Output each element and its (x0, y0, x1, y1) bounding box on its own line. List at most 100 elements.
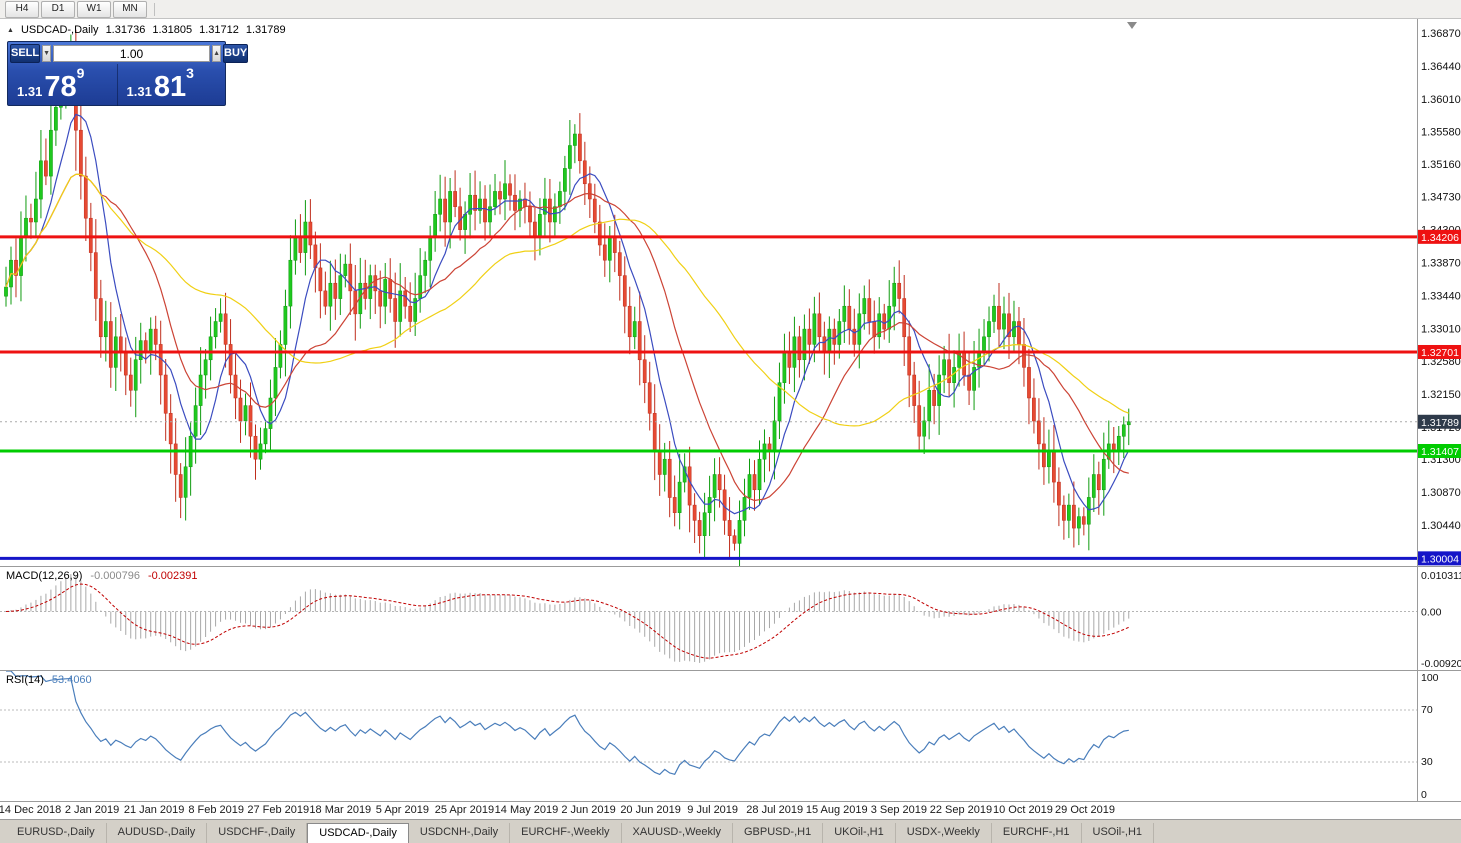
macd-signal-line (5, 583, 1130, 659)
date-label: 5 Apr 2019 (375, 804, 429, 816)
price-tick-label: 1.30440 (1421, 520, 1461, 532)
date-label: 9 Jul 2019 (687, 804, 739, 816)
price-tick-label: 1.33010 (1421, 323, 1461, 335)
chart-ohlc-header: ▲ USDCAD-,Daily 1.31736 1.31805 1.31712 … (7, 24, 286, 36)
buy-price-display[interactable]: 1.31 81 3 (116, 64, 226, 106)
rsi-title: RSI(14) (6, 674, 44, 686)
date-label: 2 Jan 2019 (64, 804, 120, 816)
date-label: 15 Aug 2019 (805, 804, 868, 816)
chart-tab-xauusd-weekly[interactable]: XAUUSD-,Weekly (622, 823, 733, 843)
chart-tab-eurchf-weekly[interactable]: EURCHF-,Weekly (510, 823, 622, 843)
date-label: 10 Oct 2019 (992, 804, 1053, 816)
volume-increase-button[interactable]: ▲ (212, 45, 221, 62)
macd-signal-value: -0.002391 (147, 570, 198, 582)
price-tick-label: 1.35580 (1421, 127, 1461, 139)
price-tick-label: 1.32150 (1421, 389, 1461, 401)
date-label: 14 May 2019 (494, 804, 559, 816)
buy-price-big-digits: 81 (153, 71, 187, 103)
candlestick-chart[interactable]: 1.36870 1.36440 1.36010 1.35580 1.35160 1.347… (0, 19, 1461, 566)
sell-price-display[interactable]: 1.31 78 9 (8, 64, 117, 106)
chart-tab-gbpusd-h1[interactable]: GBPUSD-,H1 (733, 823, 824, 843)
price-tick-label: 1.33870 (1421, 258, 1461, 270)
date-label: 18 Mar 2019 (309, 804, 372, 816)
timeframe-button-h4[interactable]: H4 (5, 0, 39, 18)
collapse-arrow-icon[interactable]: ▲ (7, 26, 14, 34)
toolbar-separator (154, 2, 155, 16)
volume-input[interactable] (53, 45, 211, 62)
rsi-value: 53.4060 (51, 674, 92, 686)
price-chart-pane[interactable]: 1.36870 1.36440 1.36010 1.35580 1.35160 1.347… (0, 19, 1461, 566)
date-label: 22 Sep 2019 (929, 804, 993, 816)
timeframe-button-w1[interactable]: W1 (77, 0, 111, 18)
trade-panel-prices: 1.31 78 9 1.31 81 3 (8, 64, 225, 106)
macd-plot[interactable]: 0.0103111 0.00 -0.0092031 (0, 567, 1461, 670)
ohlc-high-value: 1.31805 (152, 24, 193, 36)
macd-title: MACD(12,26,9) (6, 570, 83, 582)
chart-tab-usdx-weekly[interactable]: USDX-,Weekly (896, 823, 992, 843)
price-tick-label: 1.30870 (1421, 487, 1461, 499)
buy-price-prefix: 1.31 (126, 84, 152, 99)
chart-shift-marker-icon[interactable] (1127, 22, 1137, 29)
macd-scale-label: 0.00 (1421, 606, 1442, 618)
level-price-badge (1417, 551, 1461, 566)
ohlc-low-value: 1.31712 (199, 24, 239, 36)
date-label: 8 Feb 2019 (188, 804, 244, 816)
price-tick-label: 1.36870 (1421, 28, 1461, 40)
rsi-scale-label: 100 (1421, 672, 1439, 684)
chart-tab-eurusd-daily[interactable]: EURUSD-,Daily (6, 823, 107, 843)
level-price-badge (1417, 229, 1461, 244)
buy-price-pip-digit: 3 (186, 65, 194, 81)
price-tick-label: 1.36010 (1421, 94, 1461, 106)
ohlc-close-value: 1.31789 (245, 24, 286, 36)
chart-symbol-label: USDCAD-,Daily (20, 24, 99, 36)
chart-tabs-bar: EURUSD-,Daily AUDUSD-,Daily USDCHF-,Daily U… (0, 823, 1461, 843)
macd-main-value: -0.000796 (90, 570, 140, 582)
rsi-scale-label: 30 (1421, 756, 1433, 768)
sell-price-prefix: 1.31 (17, 84, 43, 99)
price-tick-label: 1.35160 (1421, 159, 1461, 171)
price-tick-label: 1.34730 (1421, 192, 1461, 204)
macd-scale-label: -0.0092031 (1421, 658, 1461, 670)
price-tick-label: 1.36440 (1421, 61, 1461, 73)
date-label: 2 Jun 2019 (561, 804, 616, 816)
date-label: 14 Dec 2018 (0, 804, 62, 816)
moving-average-45 (5, 173, 1130, 427)
date-label: 27 Feb 2019 (247, 804, 310, 816)
date-label: 29 Oct 2019 (1055, 804, 1115, 816)
date-label: 21 Jan 2019 (123, 804, 185, 816)
macd-histogram (10, 574, 1130, 663)
moving-average-20 (5, 173, 1129, 502)
date-label: 3 Sep 2019 (870, 804, 927, 816)
chart-tab-usdcnh-daily[interactable]: USDCNH-,Daily (409, 823, 511, 843)
one-click-trading-panel: SELL ▼ ▲ BUY 1.31 78 9 1.31 81 3 (7, 41, 249, 106)
current-price-badge (1417, 414, 1461, 429)
macd-indicator-pane[interactable]: 0.0103111 0.00 -0.0092031 MACD(12,26,9) -0… (0, 566, 1461, 670)
chart-tab-usdchf-daily[interactable]: USDCHF-,Daily (207, 823, 308, 843)
timeframe-button-d1[interactable]: D1 (41, 0, 75, 18)
rsi-label: RSI(14) 53.4060 (6, 674, 92, 686)
date-label: 20 Jun 2019 (620, 804, 681, 816)
date-label: 25 Apr 2019 (434, 804, 495, 816)
chart-tab-usoil-h1[interactable]: USOil-,H1 (1082, 823, 1155, 843)
time-axis[interactable]: 14 Dec 2018 2 Jan 2019 21 Jan 2019 8 Feb 20… (0, 801, 1461, 819)
level-price-badge (1417, 344, 1461, 359)
chart-tab-audusd-daily[interactable]: AUDUSD-,Daily (107, 823, 208, 843)
sell-price-big-digits: 78 (44, 71, 77, 103)
timeframe-button-mn[interactable]: MN (113, 0, 147, 18)
svg-text:1.31407: 1.31407 (1421, 446, 1459, 458)
timeframe-toolbar: H4 D1 W1 MN (0, 0, 1461, 19)
rsi-plot[interactable]: 100 70 30 0 (0, 671, 1461, 801)
sell-button[interactable]: SELL (10, 44, 41, 63)
svg-text:1.31789: 1.31789 (1421, 417, 1459, 429)
volume-decrease-button[interactable]: ▼ (42, 45, 52, 62)
price-tick-label: 1.33440 (1421, 290, 1461, 302)
level-price-badge (1417, 443, 1461, 458)
chart-tab-eurchf-h1[interactable]: EURCHF-,H1 (992, 823, 1082, 843)
chart-tab-usdcad-daily[interactable]: USDCAD-,Daily (307, 823, 409, 843)
buy-button[interactable]: BUY (223, 44, 249, 63)
rsi-indicator-pane[interactable]: 100 70 30 0 RSI(14) 53.4060 (0, 670, 1461, 801)
chart-tab-ukoil-h1[interactable]: UKOil-,H1 (823, 823, 896, 843)
rsi-scale-label: 70 (1421, 704, 1433, 716)
svg-text:1.30004: 1.30004 (1421, 553, 1459, 565)
